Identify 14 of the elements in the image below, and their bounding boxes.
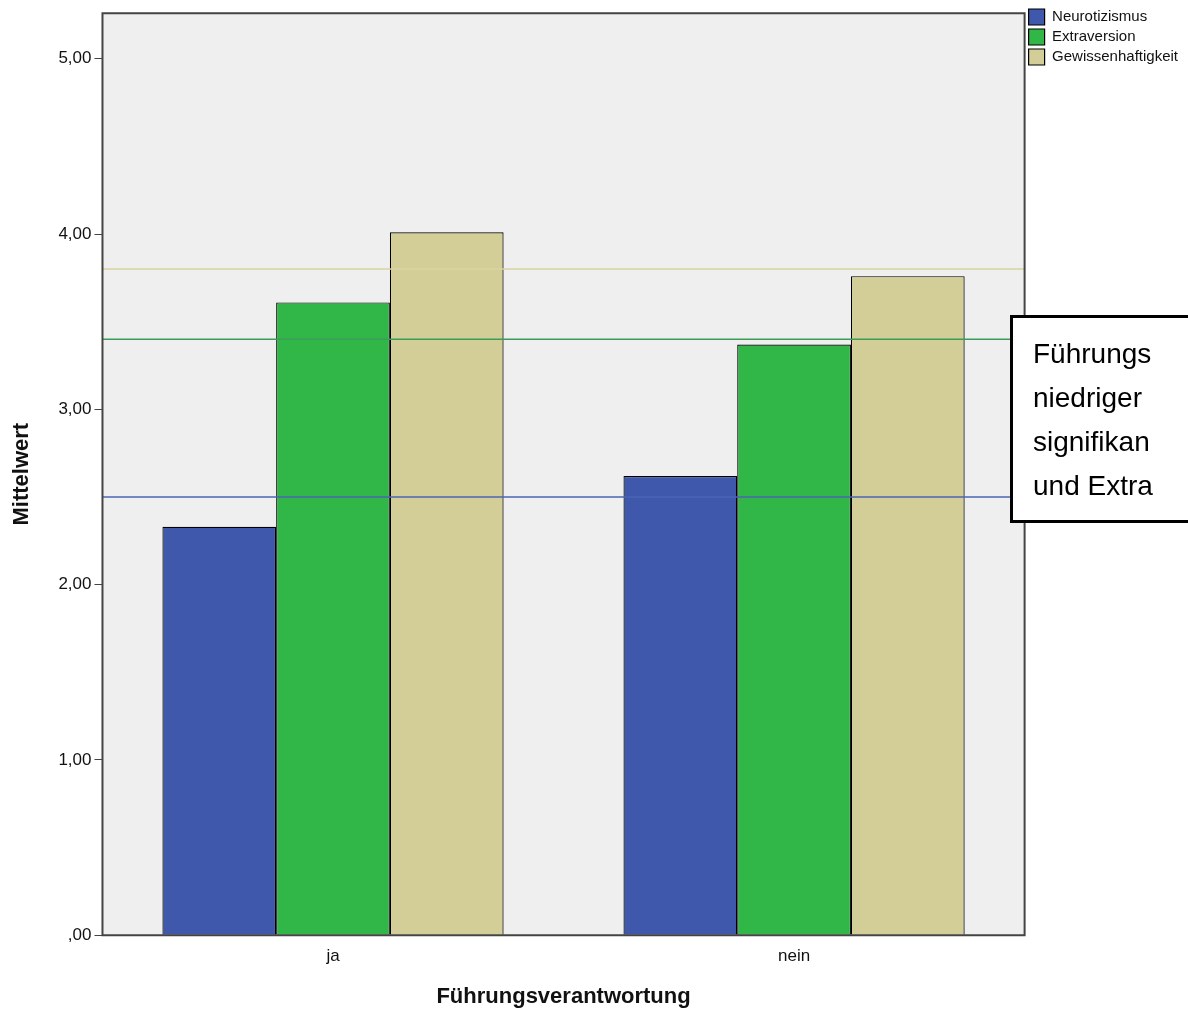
text: Führungs niedriger signifikan und Extra: [1010, 315, 1188, 523]
legend-label: Neurotizismus: [1052, 7, 1148, 25]
y-tick-label: 3,00: [58, 399, 92, 419]
x-tick-label: ja: [325, 946, 341, 966]
legend-label: Extraversion: [1052, 27, 1136, 45]
y-tick-label: ,00: [67, 924, 92, 944]
x-axis-title: Führungsverantwortung: [436, 982, 691, 1008]
y-tick-label: 2,00: [58, 574, 92, 594]
y-tick-label: 4,00: [58, 223, 92, 243]
legend-label: Gewissenhaftigkeit: [1052, 47, 1179, 65]
y-tick-label: 1,00: [58, 749, 92, 769]
y-tick-label: 5,00: [58, 48, 92, 68]
x-tick-label: nein: [778, 946, 811, 966]
y-axis-title: Mittelwert: [8, 422, 34, 526]
